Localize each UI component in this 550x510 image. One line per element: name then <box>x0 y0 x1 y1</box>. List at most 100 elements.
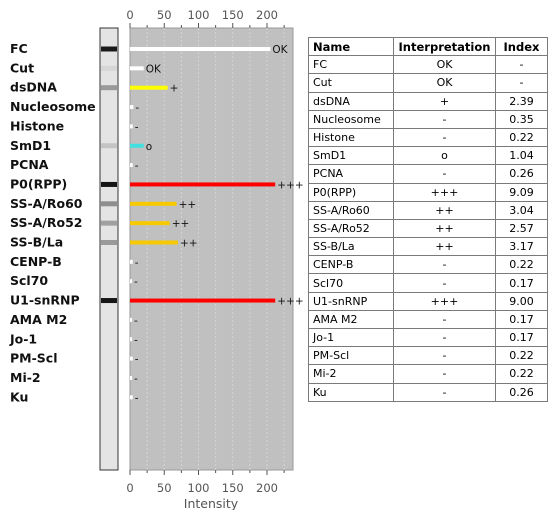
cell-name: SS-B/La <box>308 237 394 257</box>
table-row: Jo-1-0.17 <box>308 327 548 348</box>
x-tick-label: 150 <box>222 481 244 495</box>
strip-band <box>101 298 117 304</box>
cell-index: 0.22 <box>495 127 548 148</box>
bar <box>130 221 170 226</box>
bar-label: - <box>135 354 139 366</box>
cell-interpretation: +++ <box>393 291 496 311</box>
cell-interpretation: ++ <box>393 218 496 239</box>
cell-index: 0.26 <box>495 382 548 402</box>
x-tick-label: 200 <box>256 8 278 22</box>
strip-background <box>99 27 119 471</box>
table-header-row: Name Interpretation Index <box>308 36 548 57</box>
x-tick-label: 200 <box>256 481 278 495</box>
table-row: Mi-2-0.22 <box>308 364 548 384</box>
cell-index: 2.57 <box>495 218 548 239</box>
blot-strip <box>99 27 119 471</box>
cell-name: SmD1 <box>308 146 394 166</box>
row-label: U1-snRNP <box>10 293 80 308</box>
bar-label: +++ <box>277 179 303 191</box>
strip-band <box>101 181 117 187</box>
cell-name: dsDNA <box>308 91 394 111</box>
row-label: Mi-2 <box>10 370 41 385</box>
cell-name: PCNA <box>308 164 394 184</box>
table-row: CENP-B -0.22 <box>308 255 548 275</box>
cell-interpretation: - <box>393 109 496 129</box>
bar-label: - <box>134 373 138 385</box>
bar <box>130 395 133 400</box>
cell-interpretation: - <box>393 164 496 184</box>
cell-index: 3.04 <box>495 200 548 220</box>
row-label: SS-A/Ro60 <box>10 196 83 211</box>
table-row: SS-A/Ro52 ++ 2.57 <box>308 218 548 239</box>
bar-label: - <box>134 334 138 346</box>
table-row: SmD1 o 1.04 <box>308 146 548 166</box>
cell-index: 0.22 <box>495 255 548 275</box>
cell-index: 0.26 <box>495 164 548 184</box>
table-row: PM-Scl -0.22 <box>308 346 548 366</box>
strip-band <box>101 85 117 91</box>
bar-label: + <box>170 83 179 95</box>
cell-interpretation: OK <box>393 73 496 93</box>
strip-band <box>101 65 117 71</box>
bar-label: - <box>134 315 138 327</box>
bar <box>130 66 144 71</box>
cell-interpretation: +++ <box>393 182 496 202</box>
cell-index: - <box>495 73 548 93</box>
cell-index: 0.17 <box>495 309 548 330</box>
cell-name: Mi-2 <box>308 364 394 384</box>
cell-name: Scl70 <box>308 273 394 293</box>
bar-label: OK <box>272 44 288 56</box>
cell-name: AMA M2 <box>308 309 394 330</box>
cell-interpretation: + <box>393 91 496 111</box>
table-row: PCNA -0.26 <box>308 164 548 184</box>
cell-interpretation: - <box>393 364 496 384</box>
cell-name: Nucleosome <box>308 109 394 129</box>
cell-index: 1.04 <box>495 146 548 166</box>
row-label: Cut <box>10 60 34 75</box>
row-label: dsDNA <box>10 80 57 95</box>
cell-index: 0.35 <box>495 109 548 129</box>
bar-label: ++ <box>179 199 197 211</box>
header-name: Name <box>308 36 394 57</box>
table-row: FC OK - <box>308 55 548 75</box>
cell-name: Cut <box>308 73 394 93</box>
cell-interpretation: ++ <box>393 237 496 257</box>
table-row: P0(RPP) +++ 9.09 <box>308 182 548 202</box>
bar-label: - <box>135 392 139 404</box>
cell-interpretation: - <box>393 346 496 366</box>
row-label: Jo-1 <box>9 331 37 346</box>
strip-band <box>101 201 117 207</box>
table-row: Scl70-0.17 <box>308 273 548 293</box>
bar <box>130 163 133 168</box>
bar <box>130 85 168 90</box>
x-tick-label: 50 <box>157 8 172 22</box>
x-tick-label: 50 <box>157 481 172 495</box>
cell-index: 2.39 <box>495 91 548 111</box>
cell-name: PM-Scl <box>308 346 394 366</box>
row-label: SmD1 <box>10 138 51 153</box>
bar-label: - <box>135 257 139 269</box>
row-label: AMA M2 <box>10 312 67 327</box>
bar <box>130 259 133 264</box>
cell-interpretation: - <box>393 309 496 330</box>
bar <box>130 279 133 284</box>
bar-label: - <box>135 121 139 133</box>
cell-index: 9.09 <box>495 182 548 202</box>
cell-interpretation: - <box>393 255 496 275</box>
row-label: CENP-B <box>10 254 62 269</box>
cell-index: 0.22 <box>495 346 548 366</box>
cell-name: Ku <box>308 382 394 402</box>
cell-name: P0(RPP) <box>308 182 394 202</box>
table-row: AMA M2-0.17 <box>308 309 548 330</box>
bar-label: ++ <box>172 218 190 230</box>
x-tick-label: 0 <box>126 481 133 495</box>
strip-band <box>101 46 117 52</box>
x-tick-label: 150 <box>222 8 244 22</box>
bar-label: - <box>135 160 139 172</box>
table-row: dsDNA +2.39 <box>308 91 548 111</box>
bar <box>130 47 271 51</box>
x-tick-label: 100 <box>188 8 210 22</box>
bar <box>130 143 144 148</box>
strip-band <box>101 143 117 149</box>
